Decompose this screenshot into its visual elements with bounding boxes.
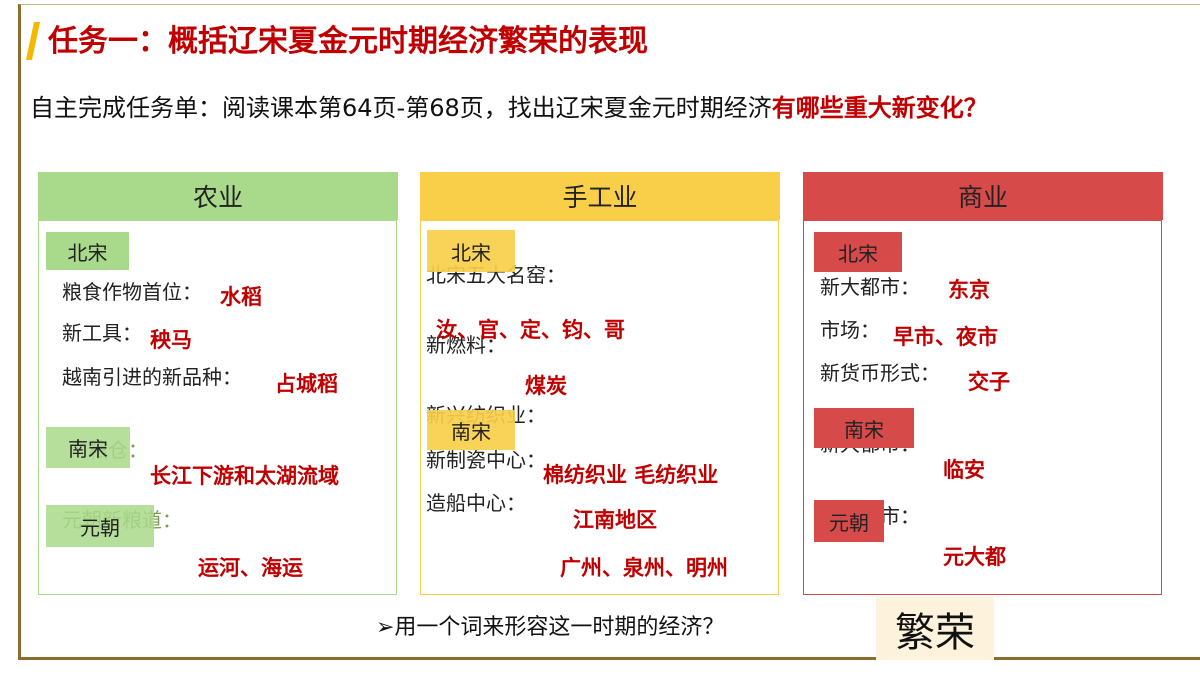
- subtitle-highlight: 有哪些重大新变化？: [771, 94, 988, 122]
- tag: 北宋: [814, 232, 902, 272]
- answer: 广州、泉州、明州: [560, 556, 728, 580]
- tag: 元朝: [814, 500, 884, 542]
- label: 市场：: [820, 318, 880, 342]
- title: 任务一：概括辽宋夏金元时期经济繁荣的表现: [48, 24, 648, 59]
- tag: 南宋: [46, 427, 130, 468]
- label: 粮食作物首位：: [62, 280, 202, 304]
- subtitle-text: 自主完成任务单：阅读课本第64页-第68页，找出辽宋夏金元时期经济: [30, 94, 772, 122]
- label: 新大都市：: [820, 275, 920, 299]
- label: 新制瓷中心：: [426, 448, 546, 472]
- answer: 水稻: [220, 285, 262, 309]
- tag: 南宋: [427, 410, 515, 450]
- answer: 煤炭: [525, 374, 567, 398]
- answer: 棉纺织业 毛纺织业: [543, 463, 719, 487]
- column-header: 农业: [38, 172, 398, 220]
- answer: 占城稻: [275, 372, 338, 396]
- answer: 元大都: [943, 545, 1006, 569]
- answer: 江南地区: [573, 508, 657, 532]
- label: 造船中心：: [426, 491, 526, 515]
- label: 新货币形式：: [820, 361, 940, 385]
- column-header: 手工业: [420, 172, 780, 220]
- label: 越南引进的新品种：: [62, 365, 242, 389]
- answer: 长江下游和太湖流域: [150, 464, 339, 488]
- answer: 早市、夜市: [893, 325, 998, 349]
- tag: 北宋: [427, 230, 515, 272]
- label: 新工具：: [62, 321, 142, 345]
- column-header: 商业: [803, 172, 1163, 220]
- answer: 临安: [943, 458, 985, 482]
- column-body: [420, 220, 779, 595]
- label: 新燃料：: [426, 333, 506, 357]
- tag: 元朝: [46, 505, 154, 547]
- tag: 北宋: [46, 232, 129, 270]
- question: ➢用一个词来形容这一时期的经济？: [376, 615, 725, 640]
- answer: 汝、官、定、钧、哥: [436, 318, 625, 342]
- answer-box: 繁荣: [876, 597, 994, 660]
- tag: 南宋: [814, 408, 914, 448]
- answer: 运河、海运: [198, 556, 303, 580]
- answer: 秧马: [150, 328, 192, 352]
- answer: 交子: [968, 370, 1010, 394]
- answer: 东京: [948, 278, 990, 302]
- subtitle: 自主完成任务单：阅读课本第64页-第68页，找出辽宋夏金元时期经济有哪些重大新变…: [30, 92, 988, 124]
